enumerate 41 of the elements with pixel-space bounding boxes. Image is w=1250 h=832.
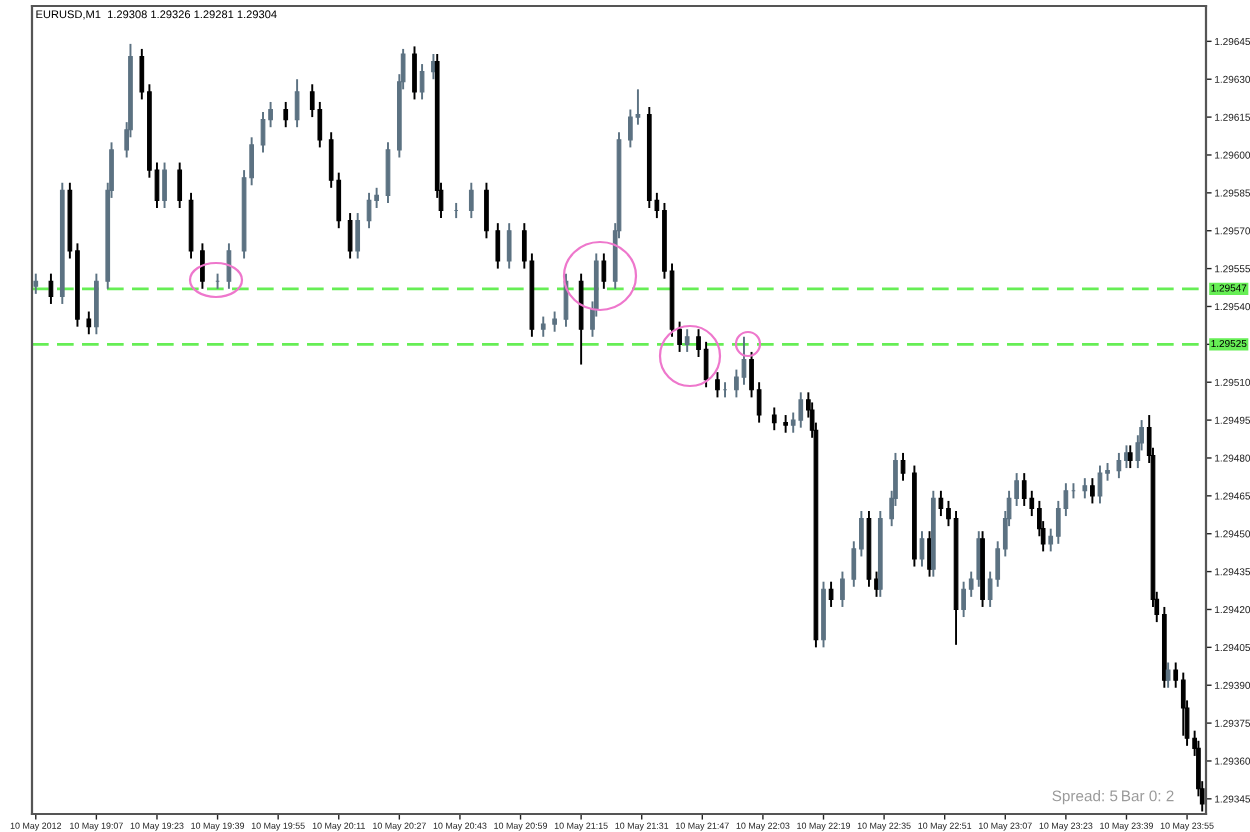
candlestick [771, 406, 777, 432]
candlestick [506, 222, 512, 270]
candlestick [798, 391, 804, 429]
candlestick [578, 272, 584, 366]
candlestick [200, 242, 205, 290]
candlestick [628, 108, 633, 149]
candlestick [938, 489, 944, 518]
candlestick [177, 161, 183, 209]
candlestick [294, 78, 300, 129]
candlestick [1124, 444, 1129, 470]
candlestick [1082, 477, 1088, 500]
candlestick [540, 315, 546, 338]
candlestick [828, 580, 834, 608]
candlestick [1116, 451, 1122, 480]
candlestick [703, 340, 709, 389]
candlestick [162, 161, 167, 209]
candlestick [48, 272, 54, 305]
candlestick [33, 272, 39, 295]
candlestick [366, 191, 372, 230]
candlestick [677, 320, 682, 353]
candlestick [1127, 444, 1133, 470]
candlestick [1090, 477, 1095, 505]
candlestick [1165, 661, 1171, 689]
candlestick [86, 310, 92, 336]
candlestick [419, 63, 425, 101]
candlestick [468, 181, 474, 220]
candlestick [684, 328, 690, 353]
candlestick [495, 222, 501, 270]
candlestick [715, 371, 720, 399]
candlestick [283, 100, 289, 129]
candlestick [94, 272, 99, 336]
candlestick [484, 181, 489, 240]
candlestick [961, 580, 966, 619]
candlestick [412, 45, 417, 101]
candlestick [355, 212, 361, 260]
candlestick [840, 570, 845, 608]
candlestick [1021, 472, 1027, 507]
candlestick [226, 242, 232, 290]
candlestick [552, 310, 557, 333]
candlestick [601, 252, 607, 290]
candlestick [347, 212, 353, 260]
